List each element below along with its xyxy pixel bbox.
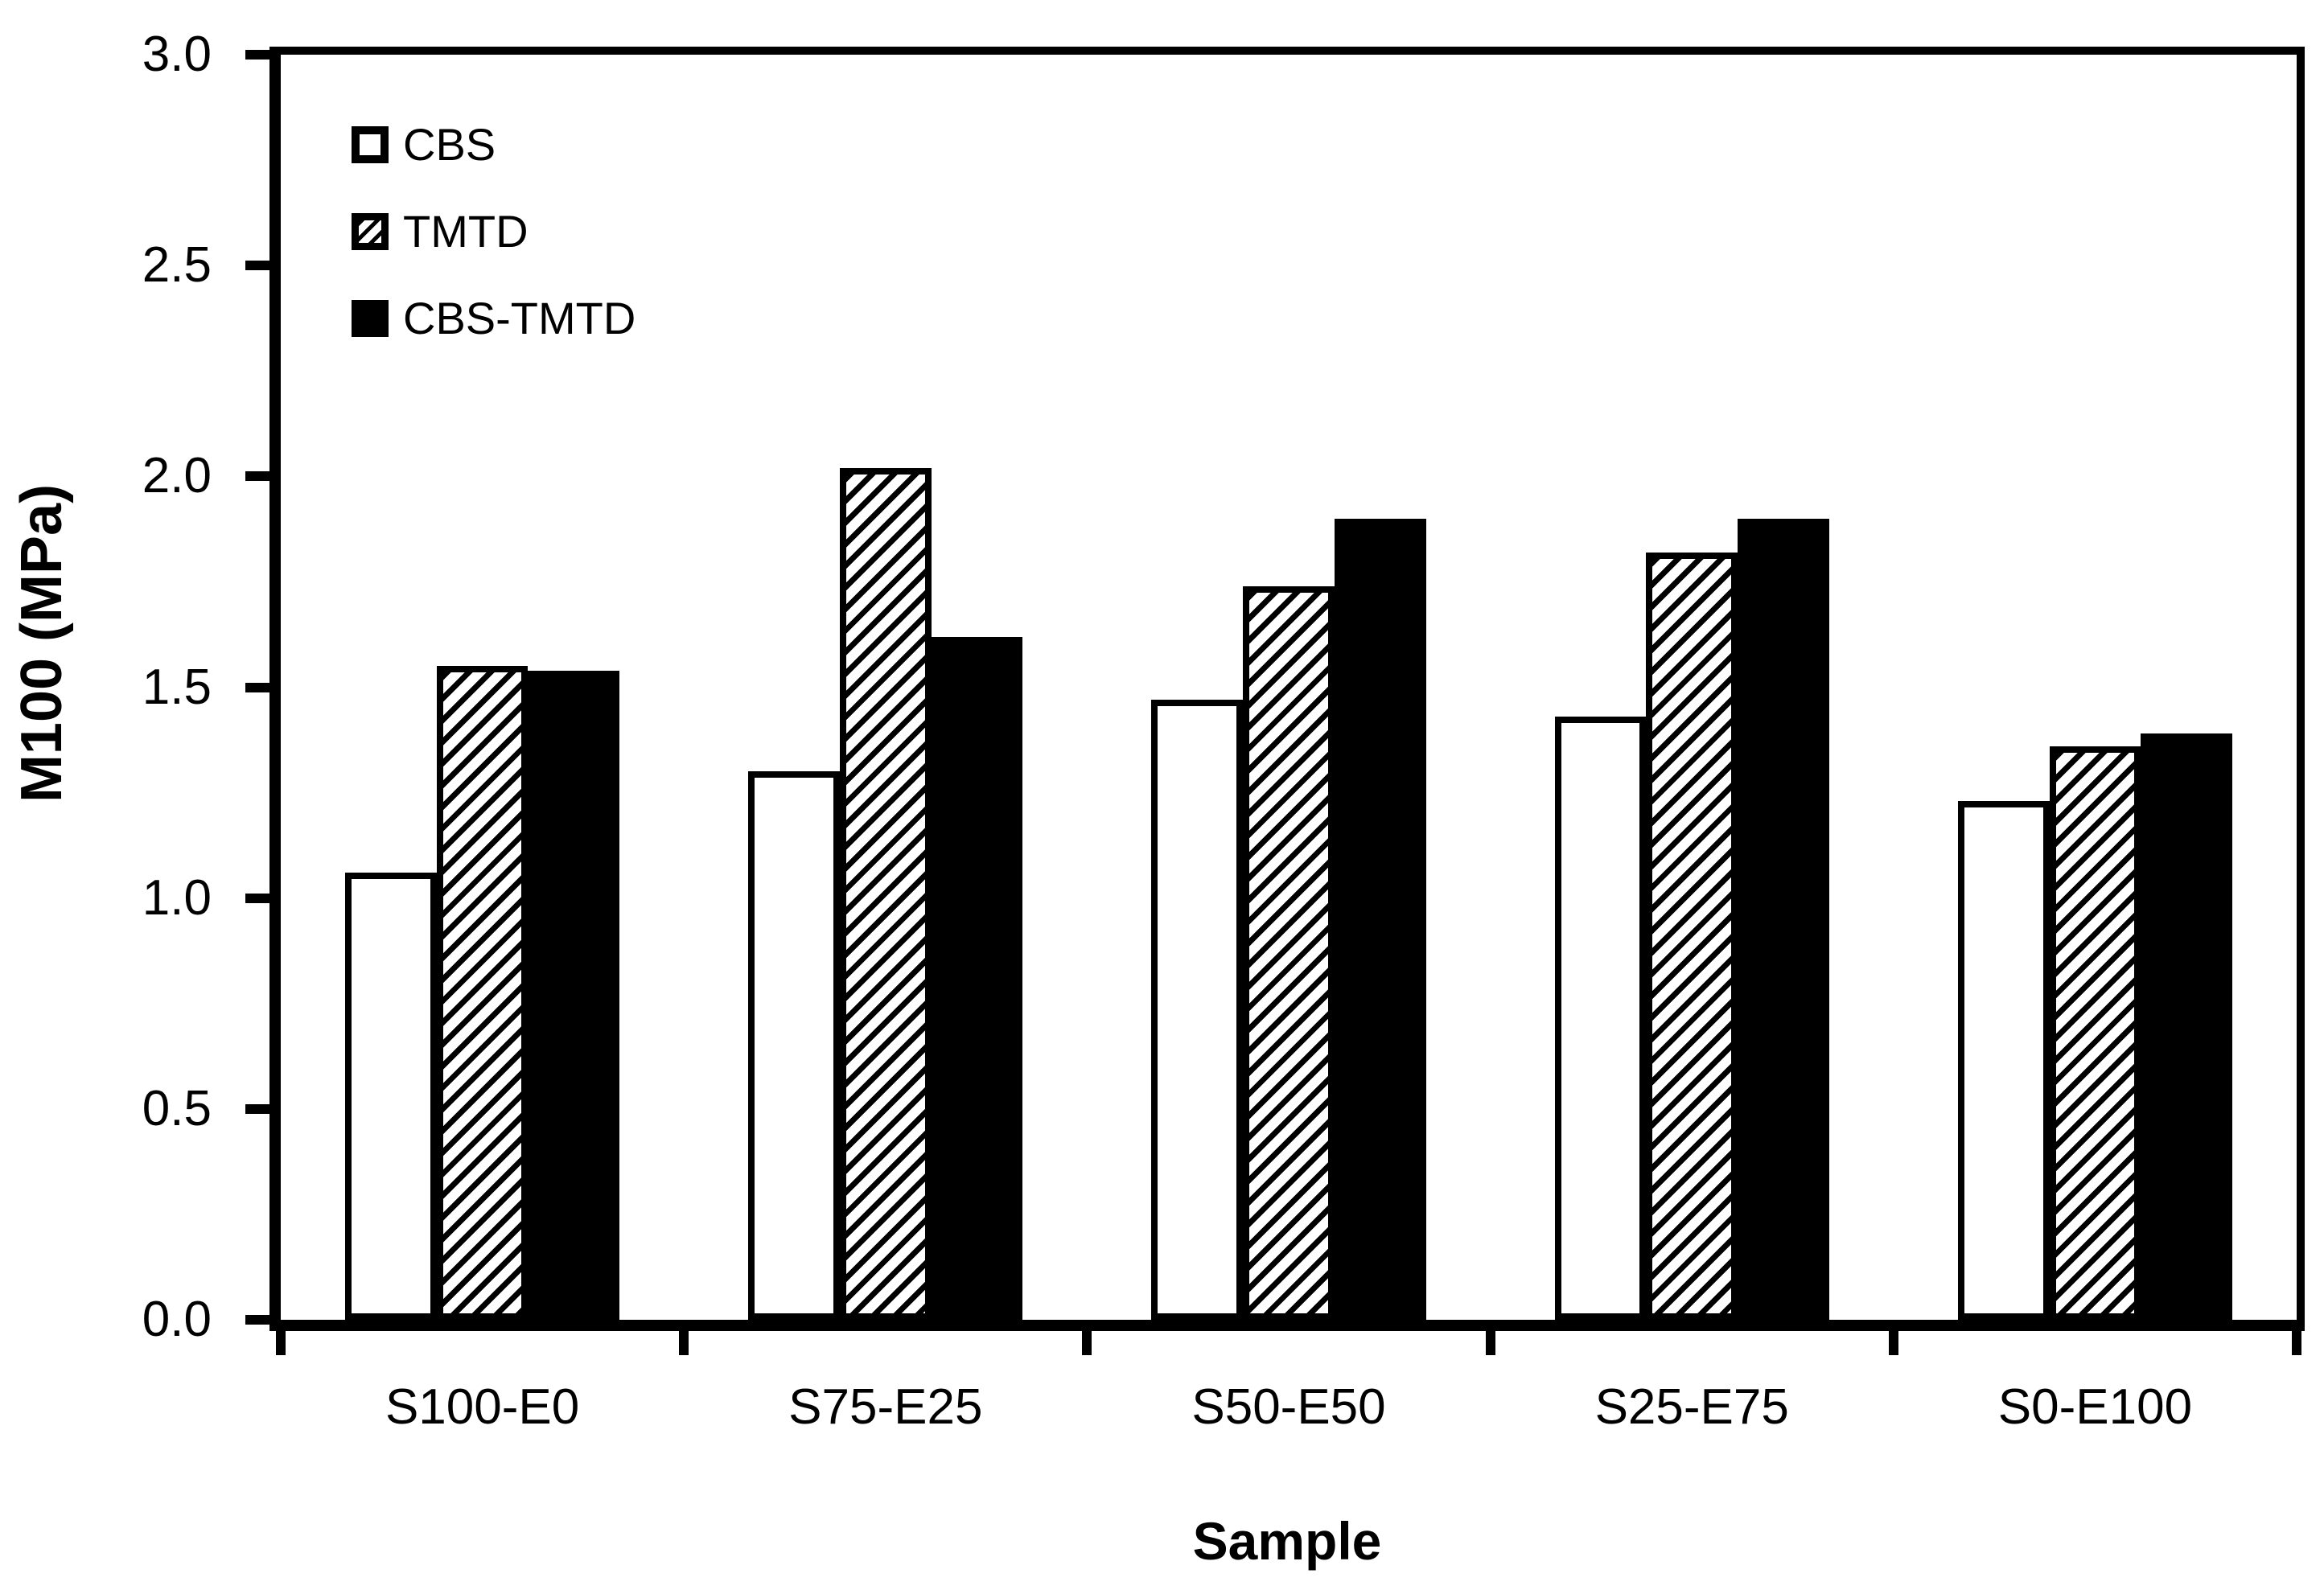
bar-TMTD-S75-E25 bbox=[839, 467, 932, 1320]
y-tick-label: 1.0 bbox=[142, 869, 212, 926]
bar-TMTD-S50-E50 bbox=[1243, 585, 1335, 1320]
x-tick-mark bbox=[679, 1331, 689, 1355]
bar-CBS-TMTD-S100-E0 bbox=[528, 670, 620, 1320]
y-tick-mark bbox=[245, 682, 269, 692]
y-tick-label: 2.0 bbox=[142, 448, 212, 504]
bar-CBS-TMTD-S75-E25 bbox=[931, 636, 1023, 1320]
bar-group-S100-E0 bbox=[281, 55, 684, 1320]
y-tick-label: 0.0 bbox=[142, 1292, 212, 1347]
y-tick-label: 2.5 bbox=[142, 237, 212, 294]
y-tick-label: 0.5 bbox=[142, 1080, 212, 1136]
x-tick-mark bbox=[1082, 1331, 1092, 1355]
x-tick-label: S0-E100 bbox=[1997, 1379, 2193, 1435]
y-axis-title: M100 (MPa) bbox=[10, 483, 74, 803]
bar-CBS-TMTD-S25-E75 bbox=[1738, 518, 1829, 1320]
y-tick-mark bbox=[245, 1103, 269, 1114]
bar-TMTD-S0-E100 bbox=[2049, 746, 2141, 1320]
x-tick-label: S25-E75 bbox=[1594, 1379, 1789, 1435]
legend-swatch-open-icon bbox=[352, 126, 389, 163]
y-tick-mark bbox=[245, 50, 269, 60]
legend-swatch-solid-icon bbox=[352, 300, 389, 337]
bar-CBS-S25-E75 bbox=[1554, 717, 1647, 1320]
x-axis-tick-labels: S100-E0 S75-E25 S50-E50 S25-E75 S0-E100 bbox=[281, 1383, 2297, 1432]
legend-label: TMTD bbox=[403, 206, 529, 257]
bar-TMTD-S100-E0 bbox=[436, 666, 529, 1320]
legend-item-CBS: CBS bbox=[352, 122, 636, 167]
bar-group-S25-E75 bbox=[1491, 55, 1894, 1320]
bar-TMTD-S25-E75 bbox=[1646, 552, 1738, 1320]
bar-CBS-S0-E100 bbox=[1957, 801, 2050, 1320]
legend-label: CBS-TMTD bbox=[403, 293, 636, 343]
bar-CBS-S75-E25 bbox=[748, 771, 840, 1320]
bar-CBS-S50-E50 bbox=[1151, 700, 1244, 1320]
legend-label: CBS bbox=[403, 119, 496, 170]
y-tick-label: 1.5 bbox=[142, 659, 212, 715]
legend-item-CBS-TMTD: CBS-TMTD bbox=[352, 296, 636, 341]
x-axis-title: Sample bbox=[1192, 1511, 1382, 1571]
bar-group-S75-E25 bbox=[684, 55, 1087, 1320]
x-tick-mark bbox=[1888, 1331, 1898, 1355]
x-tick-label: S75-E25 bbox=[788, 1379, 983, 1435]
x-tick-mark bbox=[2292, 1331, 2301, 1355]
x-tick-label: S100-E0 bbox=[385, 1379, 580, 1435]
legend: CBS TMTD CBS-TMTD bbox=[352, 122, 636, 341]
y-tick-mark bbox=[245, 893, 269, 903]
plot-area: 0.0 0.5 1.0 1.5 2.0 2.5 3.0 S100-E0 S75-E25 S50-… bbox=[142, 30, 2305, 1432]
legend-swatch-hatched-icon bbox=[352, 213, 389, 250]
bar-groups bbox=[281, 55, 2297, 1320]
y-tick-mark bbox=[245, 471, 269, 482]
x-tick-mark bbox=[276, 1331, 286, 1355]
bar-CBS-S100-E0 bbox=[344, 873, 437, 1320]
legend-item-TMTD: TMTD bbox=[352, 209, 636, 254]
bar-CBS-TMTD-S0-E100 bbox=[2141, 733, 2233, 1320]
y-tick-mark bbox=[245, 1315, 269, 1325]
y-tick-mark bbox=[245, 261, 269, 271]
bar-group-S50-E50 bbox=[1087, 55, 1490, 1320]
bar-group-S0-E100 bbox=[1894, 55, 2297, 1320]
bar-CBS-TMTD-S50-E50 bbox=[1334, 518, 1426, 1320]
x-tick-mark bbox=[1485, 1331, 1495, 1355]
x-tick-label: S50-E50 bbox=[1191, 1379, 1386, 1435]
y-tick-label: 3.0 bbox=[142, 27, 212, 82]
